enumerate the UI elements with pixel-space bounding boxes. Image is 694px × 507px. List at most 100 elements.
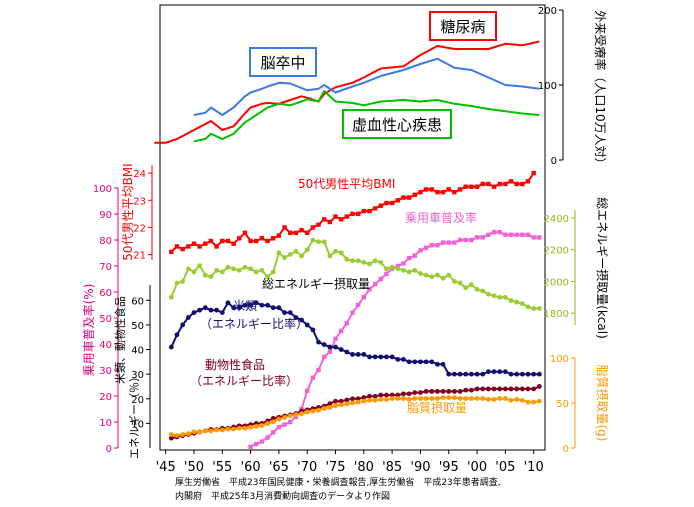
data-point-bmi [350,211,355,217]
data-point-animal [327,401,333,407]
data-point-car [412,253,417,258]
data-point-energy [395,266,401,272]
bmi-tick-label: 24 [133,169,146,180]
data-point-bmi [344,214,350,219]
data-point-fat [191,429,197,435]
energy-tick-label: 1800 [544,309,569,320]
data-point-rice [333,344,338,350]
data-point-energy [219,269,225,275]
data-point-rice [508,371,514,377]
data-point-bmi [418,189,423,195]
data-point-rice [491,369,497,375]
label-stroke-box: 脳卒中 [249,47,317,77]
data-point-rice [525,371,531,377]
data-point-rice [372,354,378,360]
data-point-rice [338,347,344,352]
data-point-animal [333,398,338,404]
data-point-rice [197,307,203,313]
data-point-animal [497,386,503,392]
data-point-energy [389,264,395,270]
data-point-rice [202,305,208,311]
data-point-energy [333,248,338,254]
data-point-energy [299,253,304,259]
data-point-fat [372,397,378,403]
x-tick-label: '05 [495,460,515,475]
data-point-rice [191,310,197,316]
data-point-bmi [378,203,384,208]
data-point-fat [168,432,174,437]
data-point-animal [395,392,401,398]
energy-axis-title: 総エネルギー摂取量(kcal) [595,197,610,339]
data-point-energy [208,274,214,280]
data-point-rice [236,305,242,311]
data-point-bmi [508,179,514,184]
data-point-bmi [265,238,270,244]
x-tick-label: '95 [439,460,459,475]
data-point-fat [463,396,469,401]
fat-axis-title: 脂質摂取量(g) [595,365,610,442]
source-note-line-1: 厚生労働省 平成23年国民健康・栄養調査報告,厚生労働省 平成23年患者調査, [175,476,501,488]
bmi-tick-label: 21 [133,251,146,262]
data-point-rice [321,342,327,348]
fat-tick-label: 0 [563,444,569,455]
car-tick-label: 0 [106,444,112,455]
data-point-bmi [446,187,451,192]
data-point-fat [497,396,503,401]
data-point-car [361,295,367,300]
data-point-rice [248,302,253,308]
data-point-animal [485,386,491,392]
data-point-bmi [169,249,174,255]
data-point-rice [435,361,440,367]
data-point-rice [361,352,367,357]
data-point-fat [265,421,270,427]
data-point-energy [231,266,237,272]
data-point-car [531,235,536,240]
fat-tick-label: 100 [550,354,569,365]
patients-tick-label: 200 [538,6,557,17]
data-point-energy [418,271,423,276]
data-point-animal [338,398,344,404]
ratio-axis-title-1: エネルギー（％） [128,371,141,459]
data-point-car [429,243,434,248]
data-point-rice [401,356,406,362]
data-point-rice [355,352,361,357]
data-point-rice [457,371,463,377]
data-point-animal [406,391,412,397]
data-point-bmi [248,238,253,244]
data-point-energy [474,287,480,292]
data-point-car [406,256,412,261]
data-point-energy [253,269,259,275]
data-point-car [310,375,316,380]
data-point-rice [463,371,469,377]
data-point-car [463,237,468,243]
data-point-bmi [384,200,389,206]
data-point-fat [350,400,355,406]
x-tick-label: '55 [212,460,232,475]
data-point-bmi [299,227,304,233]
data-point-fat [361,398,367,404]
data-point-bmi [435,189,440,195]
x-tick-label: '70 [297,460,317,475]
data-point-car [282,422,287,427]
data-point-fat [412,396,418,401]
data-point-car [514,232,519,237]
x-tick-label: '50 [184,460,204,475]
data-point-bmi [271,236,276,241]
data-point-animal [508,386,514,392]
data-point-bmi [316,222,321,227]
data-point-animal [355,396,361,402]
data-point-fat [508,397,514,403]
data-point-car [384,271,389,276]
data-point-bmi [225,238,231,244]
label-diabetes: 糖尿病 [440,18,485,36]
data-point-bmi [220,238,225,244]
bmi-tick-label: 22 [133,223,146,234]
data-point-fat [384,397,389,402]
data-point-bmi [276,233,282,238]
data-point-rice [310,327,316,333]
label-fat: 脂質摂取量 [407,400,467,415]
patients-tick-label: 100 [538,81,557,92]
data-point-energy [191,269,197,275]
data-point-energy [429,274,435,280]
x-tick-label: '75 [325,460,345,475]
